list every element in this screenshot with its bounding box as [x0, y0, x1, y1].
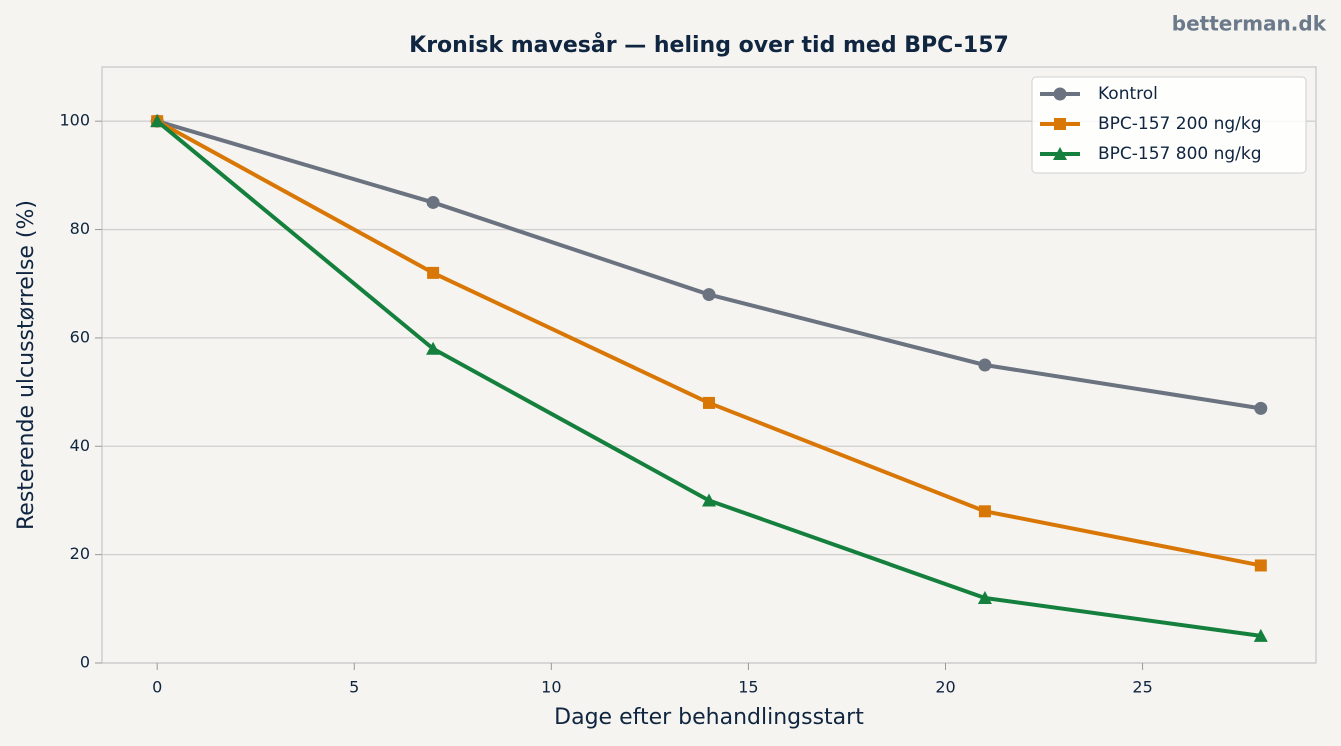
marker	[977, 590, 992, 604]
watermark: betterman.dk	[1172, 12, 1327, 36]
legend-marker	[1053, 87, 1067, 101]
marker	[150, 114, 165, 128]
marker	[1254, 559, 1267, 572]
marker	[1253, 628, 1268, 642]
marker	[703, 396, 715, 409]
y-tick-label: 40	[70, 436, 90, 455]
x-tick-label: 15	[738, 678, 758, 697]
marker	[1254, 401, 1268, 415]
marker	[427, 266, 440, 279]
marker	[978, 505, 991, 518]
x-tick-label: 0	[152, 678, 162, 697]
y-tick-label: 100	[59, 111, 90, 130]
legend-marker	[1054, 118, 1066, 130]
x-axis-label: Dage efter behandlingsstart	[554, 705, 864, 730]
x-tick-label: 5	[349, 678, 359, 697]
legend-label: BPC-157 200 ng/kg	[1098, 114, 1262, 134]
marker	[702, 493, 716, 507]
x-tick-label: 10	[541, 678, 561, 697]
y-axis-label: Resterende ulcusstørrelse (%)	[14, 200, 39, 530]
y-tick-label: 0	[80, 653, 90, 672]
legend-box	[1031, 76, 1307, 174]
marker	[702, 288, 716, 302]
legend-label: Kontrol	[1098, 84, 1158, 104]
chart-title: Kronisk mavesår — heling over tid med BP…	[409, 32, 1009, 58]
y-tick-label: 20	[70, 544, 90, 563]
legend-marker	[1053, 147, 1067, 160]
y-tick-label: 60	[70, 327, 90, 346]
marker	[426, 195, 440, 209]
marker	[978, 358, 992, 372]
x-tick-label: 20	[935, 678, 955, 697]
marker	[426, 341, 441, 355]
x-tick-label: 25	[1132, 678, 1152, 697]
legend-label: BPC-157 800 ng/kg	[1098, 144, 1262, 164]
y-tick-label: 80	[70, 219, 90, 238]
